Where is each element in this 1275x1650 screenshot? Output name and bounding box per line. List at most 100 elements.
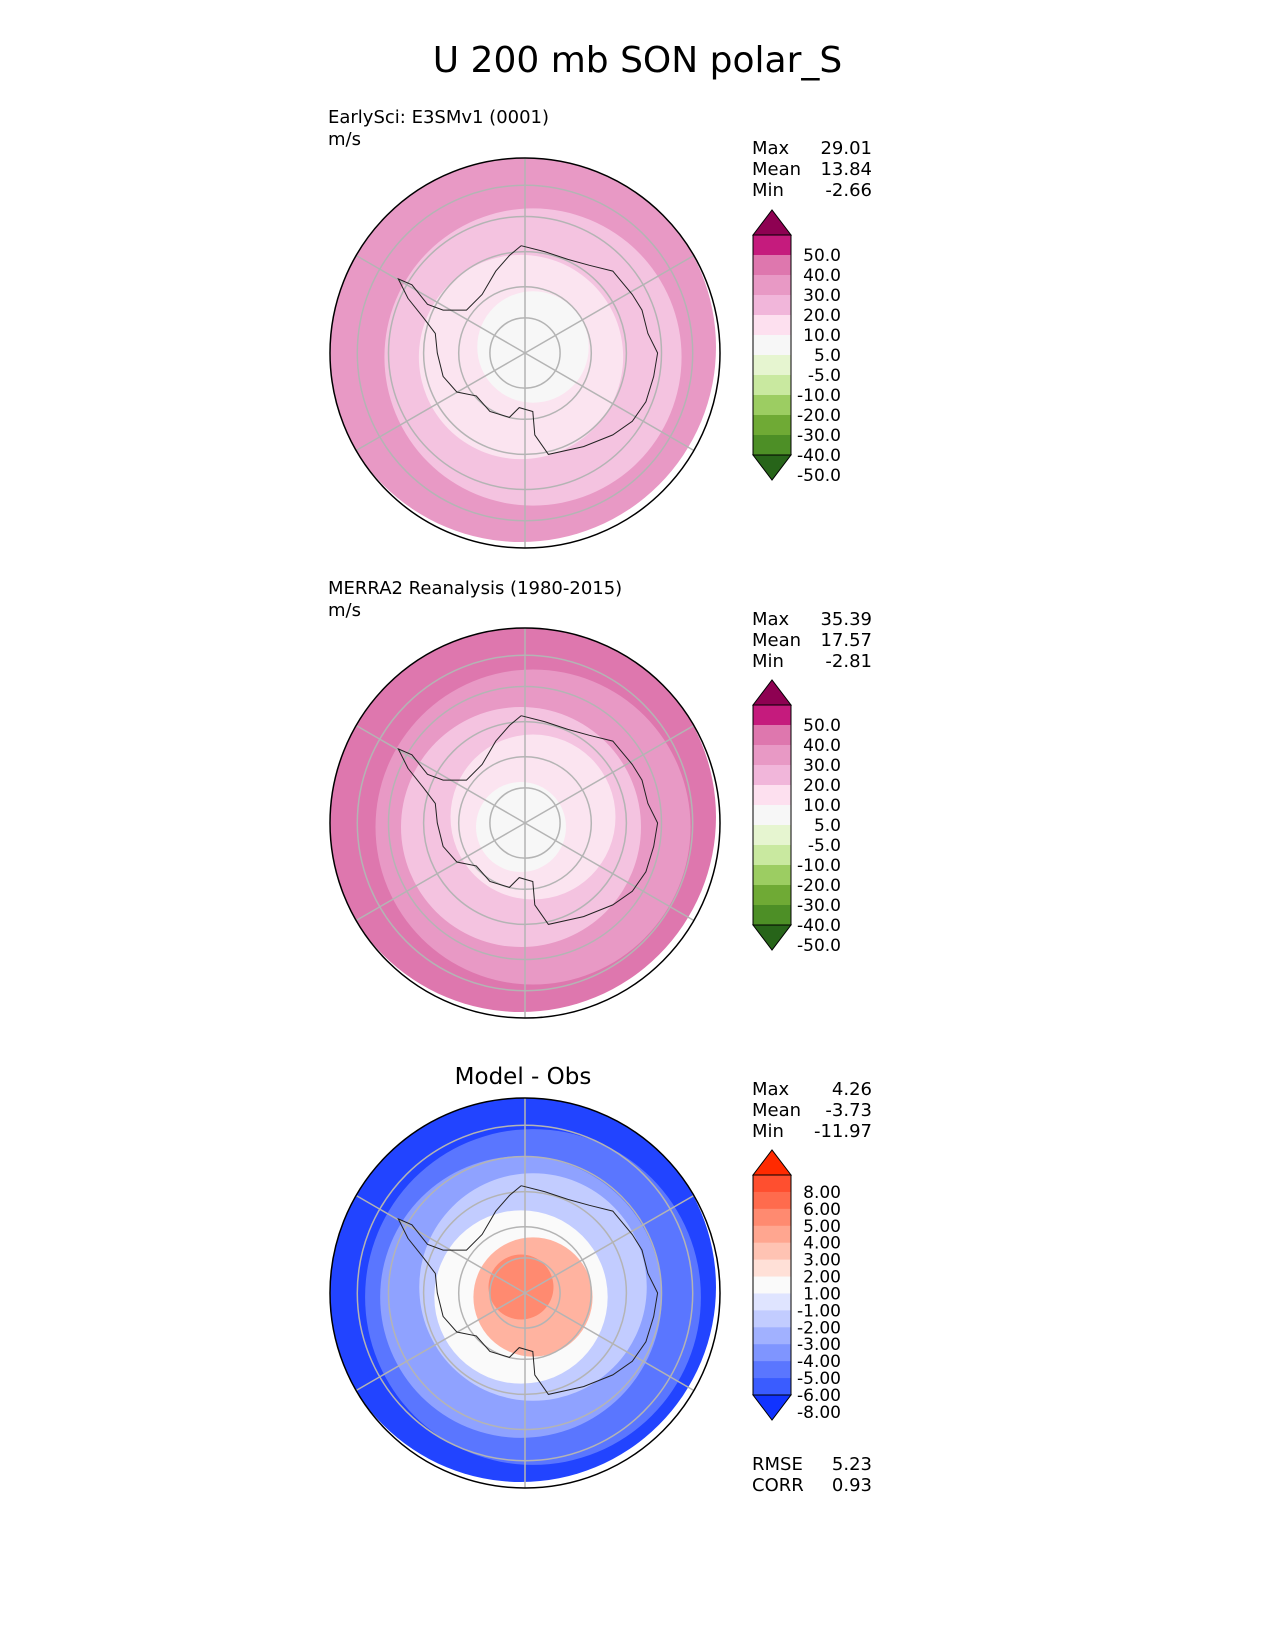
panel3-colorbar-band: [753, 1259, 791, 1278]
panel3-colorbar-tick-label: -4.00: [797, 1352, 841, 1372]
panel2-colorbar: 50.040.030.020.010.05.0-5.0-10.0-20.0-30…: [751, 679, 841, 956]
panel3-colorbar-band: [753, 1361, 791, 1379]
panel1-units: m/s: [328, 129, 361, 150]
panel3-polar-map: [329, 1097, 721, 1489]
panel3-map-border: [329, 1097, 721, 1489]
panel1-map-border: [329, 157, 721, 549]
panel3-corr-label: CORR: [752, 1475, 804, 1496]
panel3-min-label: Min: [752, 1121, 784, 1142]
panel2-colorbar-band: [753, 865, 791, 886]
panel1-colorbar-tick-label: -5.0: [808, 366, 841, 386]
panel3-rmse-value: 5.23: [831, 1454, 872, 1475]
panel3-colorbar-tick-label: 2.00: [803, 1268, 841, 1288]
panel1-colorbar: 50.040.030.020.010.05.0-5.0-10.0-20.0-30…: [751, 209, 841, 486]
panel3-colorbar-band: [753, 1293, 791, 1311]
panel2-colorbar-tick-label: -50.0: [797, 936, 841, 956]
panel3-max-value: 4.26: [831, 1079, 872, 1100]
panel3-colorbar-band: [753, 1191, 791, 1210]
panel3-map-coastline: [397, 1185, 659, 1395]
panel3-colorbar-band: [753, 1310, 791, 1328]
panel2-colorbar-tick-label: -40.0: [797, 916, 841, 936]
panel3-colorbar-tick-label: -2.00: [797, 1318, 841, 1338]
panel2-max-label: Max: [752, 609, 790, 630]
panel3-colorbar-tick-label: -8.00: [797, 1403, 841, 1423]
panel2-colorbar-tick-label: 10.0: [803, 796, 841, 816]
panel3-map-meridian-line: [355, 1292, 526, 1392]
panel2-colorbar-tick-label: -5.0: [808, 836, 841, 856]
panel2-map-contours: [330, 628, 716, 1018]
panel2-colorbar-extend-bottom: [751, 924, 793, 951]
panel1-mean-value: 13.84: [820, 159, 872, 180]
panel1-colorbar-band: [753, 295, 791, 316]
panel1-colorbar-tick-label: -50.0: [797, 466, 841, 486]
panel1-polar-map: [329, 157, 721, 549]
panel1-map-meridian-line: [355, 254, 526, 354]
panel1-map-meridian-line: [524, 352, 695, 452]
panel2-colorbar-tick-label: 50.0: [803, 716, 841, 736]
panel3-map-meridian-line: [355, 1194, 526, 1294]
panel2-map-coastline: [397, 715, 659, 925]
panel2-min-label: Min: [752, 651, 784, 672]
panel2-map-meridian-line: [524, 724, 695, 824]
panel2-min-value: -2.81: [825, 651, 872, 672]
panel1-colorbar-band: [753, 275, 791, 296]
panel2-title: MERRA2 Reanalysis (1980-2015): [328, 578, 623, 599]
panel3-colorbar-band: [753, 1276, 791, 1294]
panel1-colorbar-tick-label: -40.0: [797, 446, 841, 466]
panel1-colorbar-band: [753, 415, 791, 436]
panel3-colorbar-tick-label: 6.00: [803, 1200, 841, 1220]
panel3-colorbar-tick-label: 8.00: [803, 1183, 841, 1203]
panel3-colorbar-band: [753, 1175, 791, 1193]
panel3-colorbar-tick-label: 1.00: [803, 1284, 841, 1304]
panel1-map-meridian-line: [355, 352, 526, 452]
panel1-colorbar-tick-label: -20.0: [797, 406, 841, 426]
panel1-map-meridian-line: [524, 254, 695, 354]
panel2-colorbar-band: [753, 885, 791, 906]
panel2-map-meridian-line: [355, 724, 526, 824]
panel2-mean-label: Mean: [752, 630, 802, 651]
panel3-mean-value: -3.73: [825, 1100, 872, 1121]
panel3-corr-value: 0.93: [831, 1475, 872, 1496]
panel3-colorbar-tick-label: 4.00: [803, 1234, 841, 1254]
panel1-colorbar-band: [753, 435, 791, 456]
panel3-colorbar-tick-label: -5.00: [797, 1369, 841, 1389]
panel1-colorbar-band: [753, 315, 791, 336]
panel3-map-meridian-line: [524, 1292, 695, 1392]
panel3-title: Model - Obs: [454, 1064, 592, 1090]
panel2-colorbar-band: [753, 785, 791, 806]
panel3-mean-label: Mean: [752, 1100, 802, 1121]
panel3-colorbar: 8.006.005.004.003.002.001.00-1.00-2.00-3…: [751, 1149, 841, 1423]
panel1-colorbar-tick-label: 5.0: [814, 346, 841, 366]
panel1-max-label: Max: [752, 138, 790, 159]
panel2-colorbar-tick-label: 20.0: [803, 776, 841, 796]
panel1-max-value: 29.01: [820, 138, 872, 159]
panel1-colorbar-band: [753, 395, 791, 416]
panel3-min-value: -11.97: [813, 1121, 872, 1142]
panel1-colorbar-tick-label: 10.0: [803, 326, 841, 346]
figure-title: U 200 mb SON polar_S: [432, 40, 843, 81]
panel1-colorbar-band: [753, 235, 791, 256]
panel2-map-meridian-line: [524, 822, 695, 922]
panel1-colorbar-band: [753, 375, 791, 396]
panel3-colorbar-extend-top: [751, 1149, 793, 1176]
panel3-colorbar-band: [753, 1327, 791, 1345]
panel1-colorbar-frame: [752, 234, 792, 456]
panel2-map-meridian-line: [355, 822, 526, 922]
panel2-colorbar-band: [753, 905, 791, 926]
panel1-colorbar-band: [753, 355, 791, 376]
panel2-map-border: [329, 627, 721, 1019]
panel2-colorbar-tick-label: -30.0: [797, 896, 841, 916]
panel1-map-coastline: [397, 245, 659, 455]
panel1-colorbar-tick-label: 40.0: [803, 266, 841, 286]
panel3-colorbar-band: [753, 1208, 791, 1227]
panel3-colorbar-frame: [752, 1174, 792, 1396]
panel1-colorbar-band: [753, 335, 791, 356]
panel1-mean-label: Mean: [752, 159, 802, 180]
panel2-colorbar-tick-label: 40.0: [803, 736, 841, 756]
panel3-colorbar-tick-label: -1.00: [797, 1301, 841, 1321]
panel1-min-value: -2.66: [825, 180, 872, 201]
panel3-colorbar-band: [753, 1378, 791, 1396]
panel1-map-contour-band: [477, 291, 589, 403]
panel2-map-contour-band: [476, 782, 566, 872]
panel1-colorbar-band: [753, 255, 791, 276]
